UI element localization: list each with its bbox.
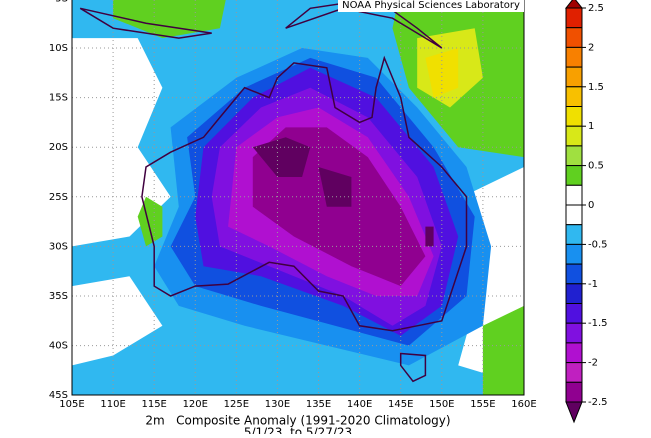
colorbar-label: -2.5: [588, 397, 608, 408]
lat-label: 35S: [49, 291, 68, 302]
coastline: [141, 55, 468, 332]
lon-label: 125E: [224, 399, 249, 410]
lon-label: 105E: [59, 399, 84, 410]
lon-label: 150E: [429, 399, 454, 410]
colorbar-label: 0: [588, 200, 594, 211]
cool-deep: [252, 137, 311, 177]
colorbar-cell: [565, 27, 583, 48]
colorbar-label: -0.5: [588, 239, 608, 250]
lat-label: 30S: [49, 241, 68, 252]
lat-label: 45S: [49, 390, 68, 401]
colorbar-label: 0.5: [588, 161, 604, 172]
lat-label: 25S: [49, 192, 68, 203]
colorbar-cell: [565, 362, 583, 383]
caption: 2m Composite Anomaly (1991-2020 Climatol…: [145, 414, 450, 428]
colorbar-cell: [565, 381, 583, 403]
lon-label: 145E: [388, 399, 413, 410]
lon-label: 140E: [347, 399, 372, 410]
lon-label: 160E: [511, 399, 536, 410]
colorbar-label: 1: [588, 121, 594, 132]
colorbar-cap: [565, 401, 583, 424]
colorbar-label: 1.5: [588, 82, 604, 93]
warm-area: [137, 196, 163, 247]
colorbar-cell: [565, 283, 583, 304]
colorbar-label: 2.5: [588, 3, 604, 14]
warm-area: [482, 305, 524, 395]
lon-label: 130E: [265, 399, 290, 410]
map-frame: [71, 0, 525, 396]
coastline: [399, 352, 427, 383]
colorbar-cell: [565, 86, 583, 108]
cool-deep: [318, 167, 352, 207]
caption-dates: 5/1/23 to 5/27/23: [244, 426, 352, 435]
warm-area: [113, 0, 226, 39]
colorbar-label: -1: [588, 279, 598, 290]
lon-label: 155E: [470, 399, 495, 410]
colorbar-cell: [565, 46, 583, 68]
colorbar-label: -1.5: [588, 318, 608, 329]
colorbar-cell: [565, 165, 583, 186]
credit: NOAA Physical Sciences Laboratory: [342, 0, 520, 11]
colorbar-label: -2: [588, 358, 598, 369]
colorbar-cell: [565, 322, 583, 344]
lat-label: 10S: [49, 43, 68, 54]
colorbar-cap: [564, 0, 584, 9]
colorbar-cell: [565, 7, 583, 29]
lon-label: 110E: [100, 399, 125, 410]
colorbar-cell: [565, 224, 583, 245]
colorbar-cell: [565, 184, 583, 206]
colorbar-cell: [565, 342, 583, 364]
lat-label: 5S: [55, 0, 68, 4]
colorbar-cell: [565, 303, 583, 324]
lon-label: 115E: [141, 399, 166, 410]
colorbar-cell: [565, 204, 583, 226]
lat-label: 15S: [49, 93, 68, 104]
colorbar-cell: [565, 243, 583, 265]
neutral-area: [72, 38, 171, 247]
lat-label: 20S: [49, 142, 68, 153]
colorbar-cell: [565, 145, 583, 167]
cool-deep: [425, 226, 434, 247]
neutral-area: [72, 276, 163, 366]
map-area: [72, 0, 524, 395]
colorbar-cell: [565, 66, 583, 88]
coastline: [79, 7, 212, 39]
lon-label: 120E: [183, 399, 208, 410]
colorbar-cell: [565, 263, 583, 285]
credit-box: [338, 0, 524, 12]
colorbar-cell: [565, 106, 583, 127]
lon-label: 135E: [306, 399, 331, 410]
colorbar-cell: [565, 125, 583, 147]
colorbar-label: 2: [588, 42, 594, 53]
lat-label: 40S: [49, 341, 68, 352]
